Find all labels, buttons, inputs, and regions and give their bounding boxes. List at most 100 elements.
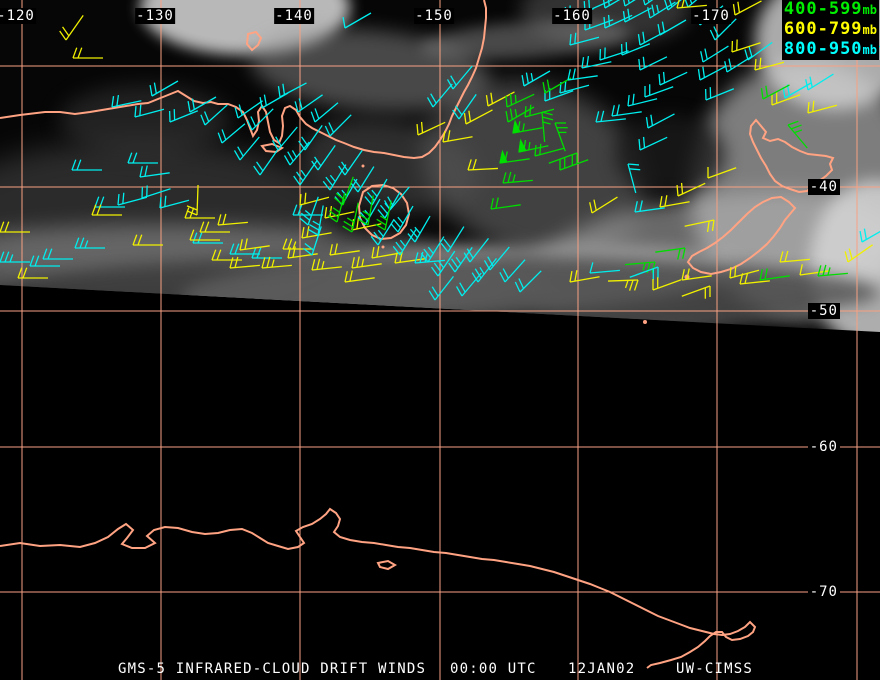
- wind-barb: [744, 41, 773, 61]
- wind-barb: [499, 259, 526, 283]
- wind-barb: [483, 246, 510, 271]
- wind-barb: [707, 167, 737, 179]
- pressure-level-legend: 400-599mb 600-799mb 800-950mb: [781, 0, 879, 60]
- wind-barb: [514, 270, 542, 293]
- latitude-label: -70: [807, 584, 840, 600]
- wind-barb: [192, 232, 223, 244]
- wind-barb: [261, 256, 292, 269]
- wind-barb: [74, 237, 105, 249]
- wind-barb: [554, 122, 568, 152]
- wind-barb: [329, 243, 360, 256]
- wind-barb: [233, 136, 260, 161]
- wind-barb: [645, 113, 675, 129]
- coastline-islet: [245, 30, 263, 52]
- wind-barb: [299, 196, 319, 226]
- coastline-islet: [260, 142, 285, 154]
- wind-barb: [534, 143, 565, 157]
- wind-barb: [283, 141, 310, 166]
- wind-barb: [657, 19, 687, 36]
- wind-barb: [149, 80, 179, 97]
- wind-barb: [759, 268, 790, 281]
- wind-barb: [229, 243, 260, 255]
- wind-barb: [620, 42, 651, 56]
- wind-barb: [414, 251, 445, 264]
- wind-barb: [518, 138, 549, 153]
- wind-barb: [642, 0, 654, 6]
- wind-barb: [251, 247, 282, 259]
- wind-barb: [91, 204, 122, 216]
- wind-barb: [338, 150, 363, 176]
- wind-barb: [370, 219, 395, 246]
- wind-barb: [426, 83, 453, 108]
- wind-barb: [463, 109, 493, 125]
- caption-bar: GMS-5 INFRARED-CLOUD DRIFT WINDS 00:00 U…: [0, 661, 880, 677]
- wind-barb: [0, 221, 30, 233]
- coastline-nz-south-island: [686, 195, 797, 276]
- wind-barb: [644, 84, 674, 98]
- wind-barb: [754, 57, 785, 71]
- wind-barb: [187, 96, 217, 113]
- wind-barb: [311, 145, 336, 171]
- caption-source: UW-CIMSS: [676, 661, 754, 677]
- wind-barb: [302, 226, 322, 256]
- wind-barb: [760, 84, 790, 100]
- wind-barb: [71, 159, 102, 171]
- wind-barb: [199, 221, 230, 233]
- wind-barb: [652, 277, 682, 291]
- wind-barb: [697, 65, 727, 81]
- wind-barb: [684, 219, 715, 233]
- wind-barb: [59, 15, 84, 41]
- wind-barb: [452, 94, 477, 120]
- wind-barb: [217, 123, 246, 144]
- caption-date: 12JAN02: [568, 661, 636, 677]
- wind-barb: [807, 100, 838, 114]
- wind-barb: [739, 272, 770, 285]
- wind-barb: [634, 200, 665, 213]
- caption-time: 00:00 UTC: [450, 661, 537, 677]
- wind-barb: [659, 195, 690, 208]
- wind-barb: [311, 258, 342, 271]
- wind-barb: [292, 204, 323, 216]
- wind-barb: [627, 163, 641, 194]
- legend-range: 600-799: [783, 19, 863, 39]
- wind-barb: [455, 272, 482, 297]
- wind-barb: [548, 152, 578, 166]
- wind-barb: [282, 238, 313, 250]
- wind-barb: [502, 171, 533, 184]
- coastline-island-dot: [381, 245, 385, 249]
- wind-barb: [139, 165, 170, 178]
- wind-barb: [599, 47, 629, 61]
- wind-barb: [676, 0, 707, 9]
- wind-barb: [189, 229, 220, 241]
- longitude-label: -130: [135, 8, 175, 24]
- wind-barb: [407, 215, 431, 243]
- longitude-label: -120: [0, 8, 36, 24]
- wind-barb: [629, 266, 659, 280]
- wind-barb: [428, 275, 454, 301]
- wind-barb: [638, 56, 668, 71]
- wind-barb: [310, 102, 339, 123]
- coastline-island-dot: [361, 164, 365, 168]
- wind-barb: [627, 93, 658, 107]
- wind-barb: [159, 195, 190, 209]
- wind-barb: [390, 205, 414, 233]
- wind-barb: [334, 176, 354, 206]
- legend-item-800-950mb: 800-950mb: [781, 40, 879, 60]
- wind-barb: [787, 120, 808, 149]
- wind-barb: [168, 109, 199, 123]
- latitude-label: -50: [807, 303, 840, 319]
- wind-barb: [440, 226, 465, 253]
- wind-barb: [647, 1, 676, 19]
- wind-barb: [512, 119, 543, 134]
- wind-barb: [731, 39, 761, 53]
- wind-barb: [589, 196, 618, 214]
- wind-barb: [29, 255, 60, 267]
- wind-barb: [294, 94, 323, 113]
- wind-barb: [658, 71, 688, 86]
- cloud-mass: [60, 85, 230, 155]
- wind-barb: [569, 270, 600, 283]
- wind-barb: [567, 68, 598, 81]
- wind-barb: [676, 182, 706, 197]
- wind-barb: [239, 238, 270, 251]
